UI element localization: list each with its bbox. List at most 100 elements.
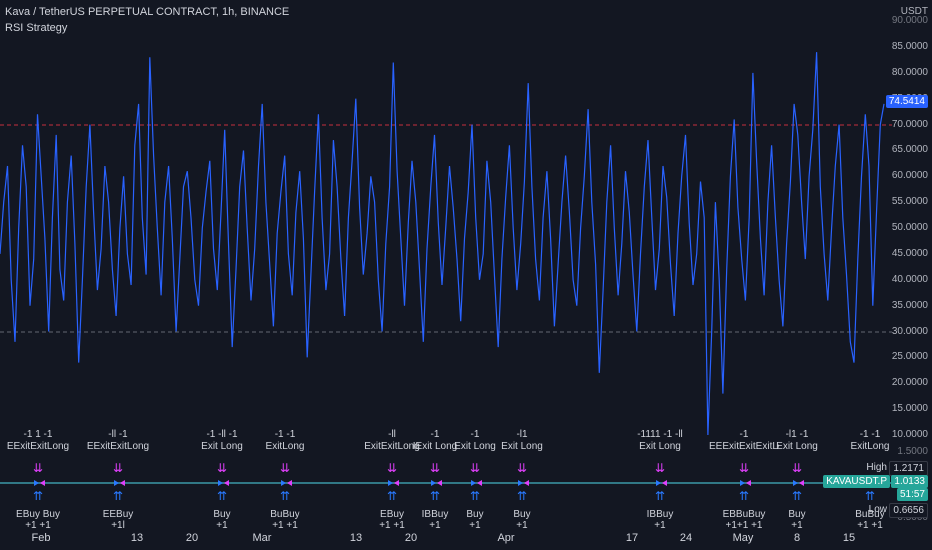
buy-label: Buy: [788, 509, 806, 520]
buy-label: Buy: [213, 509, 231, 520]
price-scale-label: 30.0000: [891, 325, 928, 337]
time-axis-label: Feb: [31, 532, 51, 544]
exit-count-label: -1: [470, 429, 480, 440]
price-scale-label: 20.0000: [891, 377, 928, 389]
time-axis-label: 24: [679, 532, 693, 544]
trade-marker: [524, 480, 529, 486]
countdown-tag: 51:57: [896, 488, 928, 501]
exit-count-label: -l1 -1: [785, 429, 809, 440]
trade-marker: [281, 480, 286, 486]
price-scale-label: 70.0000: [891, 118, 928, 130]
exit-arrow: ⇊: [739, 461, 749, 475]
exit-arrow: ⇊: [792, 461, 802, 475]
exit-label: EExitExitLong: [86, 441, 150, 452]
indicator-name[interactable]: RSI Strategy: [5, 22, 68, 34]
exit-count-label: -1: [430, 429, 440, 440]
exit-arrow: ⇊: [217, 461, 227, 475]
trade-marker: [218, 480, 223, 486]
buy-label: IBBuy: [421, 509, 449, 520]
chart-title: Kava / TetherUS PERPETUAL CONTRACT, 1h, …: [5, 6, 290, 18]
buy-label: EEBuy: [102, 509, 134, 520]
trade-marker: [287, 480, 292, 486]
trade-marker: [120, 480, 125, 486]
trade-marker: [388, 480, 393, 486]
buy-count-label: +1 +1: [857, 520, 883, 531]
exit-label: ExitLong: [850, 441, 890, 452]
buy-count-label: +1 +1: [25, 520, 51, 531]
price-scale-label: 85.0000: [891, 41, 928, 52]
buy-label: EBuy: [380, 509, 404, 520]
exit-label: EExitExitLong: [6, 441, 70, 452]
exit-count-label: -ll -1: [108, 429, 128, 440]
buy-label: BuBuy: [270, 509, 300, 520]
buy-count-label: +1+1 +1: [725, 520, 763, 531]
exit-arrow: ⇊: [280, 461, 290, 475]
trade-marker: [477, 480, 482, 486]
exit-arrow: ⇊: [517, 461, 527, 475]
trade-marker: [224, 480, 229, 486]
price-scale-label: 45.0000: [891, 247, 928, 259]
buy-label: BuBuy: [855, 509, 885, 520]
time-axis-label: 15: [842, 532, 856, 544]
buy-arrow: ⇈: [113, 489, 123, 503]
buy-count-label: +1: [654, 520, 666, 531]
time-axis-label: Mar: [252, 532, 272, 544]
buy-label: IBBuy: [646, 509, 674, 520]
price-scale-label: 65.0000: [891, 144, 928, 156]
trade-marker: [740, 480, 745, 486]
time-axis-label: May: [732, 532, 754, 544]
buy-arrow: ⇈: [865, 489, 875, 503]
lower-scale-label: 1.5000: [897, 446, 928, 457]
buy-count-label: +1: [516, 520, 528, 531]
trade-marker: [431, 480, 436, 486]
exit-label: Exit Long: [201, 441, 243, 452]
high-label: High: [863, 461, 890, 474]
exit-arrow: ⇊: [33, 461, 43, 475]
trade-marker: [471, 480, 476, 486]
exit-arrow: ⇊: [387, 461, 397, 475]
price-scale-label: 40.0000: [891, 273, 928, 285]
price-scale-label: 90.0000: [891, 15, 928, 27]
buy-arrow: ⇈: [792, 489, 802, 503]
buy-arrow: ⇈: [655, 489, 665, 503]
time-axis-label: 13: [130, 532, 144, 544]
exit-arrow: ⇊: [655, 461, 665, 475]
buy-arrow: ⇈: [430, 489, 440, 503]
time-axis-label: 13: [349, 532, 363, 544]
price-scale-label: 50.0000: [891, 222, 928, 234]
trade-marker: [746, 480, 751, 486]
buy-count-label: +1: [429, 520, 441, 531]
buy-arrow: ⇈: [517, 489, 527, 503]
rsi-series-line: [0, 52, 885, 436]
buy-count-label: +1l: [111, 520, 125, 531]
buy-label: Buy: [513, 509, 531, 520]
trade-marker: [799, 480, 804, 486]
price-scale-label: 35.0000: [891, 299, 928, 311]
buy-count-label: +1: [216, 520, 228, 531]
time-axis-label: Apr: [497, 532, 515, 544]
price-scale-label: 25.0000: [891, 351, 928, 363]
low-value-tag: 0.6656: [889, 503, 928, 518]
exit-arrow: ⇊: [113, 461, 123, 475]
price-scale-label: 60.0000: [891, 170, 928, 182]
price-scale-label: 80.0000: [891, 66, 928, 78]
signal-markers: ⇊⇈⇊⇈⇊⇈⇊⇈⇊⇈⇊⇈⇊⇈⇊⇈⇊⇈⇊⇈⇊⇈⇊⇈: [33, 461, 877, 503]
exit-label: Exit Long: [639, 441, 681, 452]
rsi-current-tag: 74.5414: [885, 95, 928, 108]
price-scale-label: 15.0000: [891, 403, 928, 415]
buy-arrow: ⇈: [470, 489, 480, 503]
exit-count-label: -1 1 -1: [23, 429, 53, 440]
symbol-tag: KAVAUSDT.P: [823, 475, 890, 488]
time-axis-label: 20: [404, 532, 418, 544]
buy-arrow: ⇈: [739, 489, 749, 503]
buy-count-label: +1: [791, 520, 803, 531]
time-axis-label: 17: [625, 532, 639, 544]
time-axis-label: 8: [793, 532, 801, 544]
exit-label: Exit Long: [454, 441, 496, 452]
currency-label: USDT: [900, 6, 928, 17]
low-label: Low: [865, 503, 890, 516]
last-price-tag: 1.0133: [891, 475, 928, 488]
trade-marker: [394, 480, 399, 486]
buy-arrow: ⇈: [387, 489, 397, 503]
